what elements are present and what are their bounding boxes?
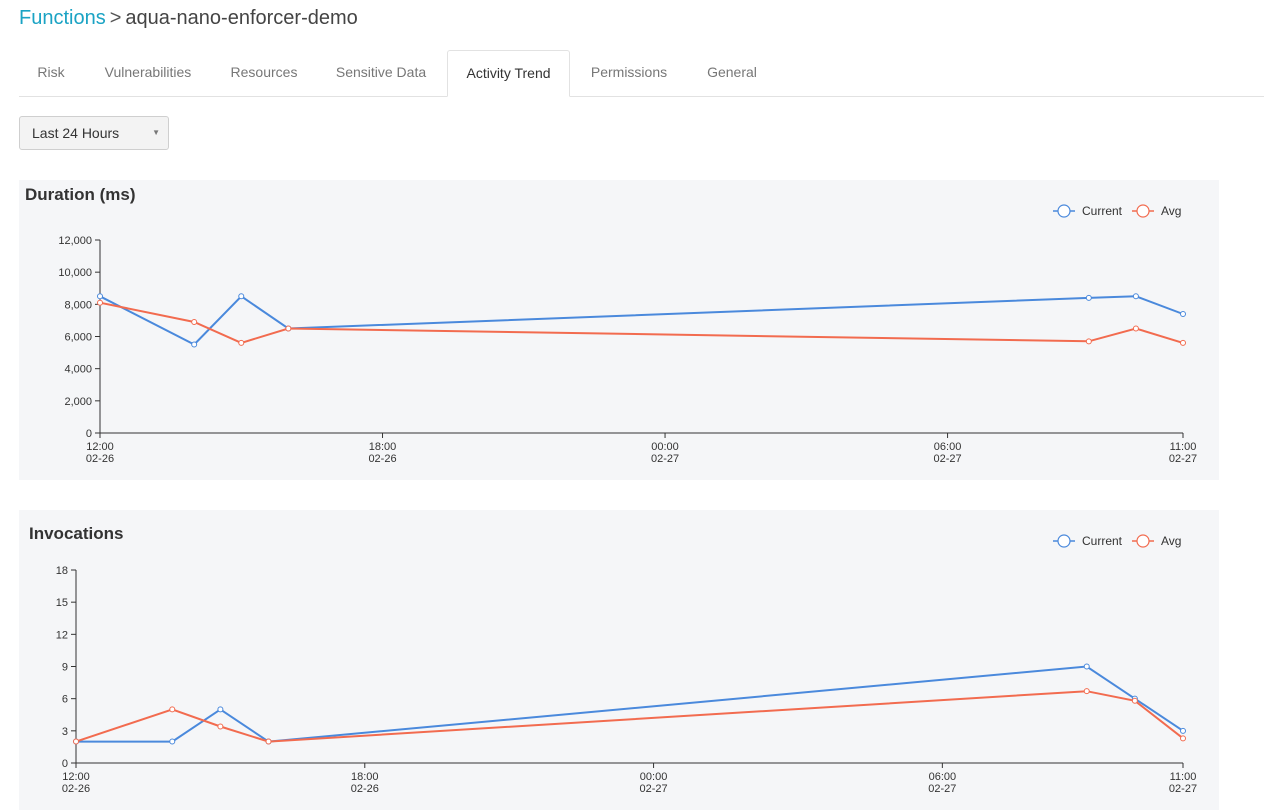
invocations-y-tick-label: 6 bbox=[62, 694, 68, 706]
invocations-series-current-point[interactable] bbox=[1180, 727, 1186, 734]
legend-marker bbox=[1136, 534, 1150, 548]
duration-y-tick-label: 2,000 bbox=[64, 396, 92, 408]
duration-x-tick-time: 00:00 bbox=[651, 441, 679, 453]
caret-down-icon: ▼ bbox=[152, 128, 160, 137]
invocations-y-tick-label: 9 bbox=[62, 662, 68, 674]
tab-sensitive-data[interactable]: Sensitive Data bbox=[335, 64, 427, 80]
duration-series-avg-line bbox=[99, 301, 1184, 344]
legend-label: Current bbox=[1082, 534, 1123, 548]
duration-x-tick-date: 02-27 bbox=[651, 453, 679, 465]
invocations-x-tick-time: 11:00 bbox=[1170, 771, 1197, 783]
invocations-x-tick-time: 18:00 bbox=[351, 771, 379, 783]
tab-vulnerabilities[interactable]: Vulnerabilities bbox=[104, 64, 192, 80]
duration-y-tick-label: 12,000 bbox=[58, 235, 92, 247]
duration-x-tick-time: 18:00 bbox=[369, 441, 397, 453]
legend-label: Current bbox=[1082, 204, 1123, 218]
duration-x-tick-date: 02-27 bbox=[933, 453, 961, 465]
invocations-x-tick-date: 02-26 bbox=[62, 783, 90, 795]
invocations-series-current-point[interactable] bbox=[217, 706, 224, 713]
duration-x-tick-time: 06:00 bbox=[934, 441, 962, 453]
duration-series-current-point[interactable] bbox=[191, 341, 198, 348]
invocations-chart-title: Invocations bbox=[29, 524, 124, 543]
invocations-x-tick-date: 02-27 bbox=[1169, 783, 1197, 795]
duration-series-current-point[interactable] bbox=[97, 293, 103, 300]
invocations-series-current-point[interactable] bbox=[169, 738, 176, 745]
invocations-x-tick-time: 06:00 bbox=[929, 771, 957, 783]
legend-marker bbox=[1057, 534, 1071, 548]
duration-chart-plot: 02,0004,0006,0008,00010,00012,00012:0002… bbox=[58, 204, 1197, 465]
duration-y-tick-label: 0 bbox=[86, 428, 92, 440]
duration-x-tick-date: 02-26 bbox=[368, 453, 396, 465]
invocations-x-tick-date: 02-26 bbox=[351, 783, 379, 795]
duration-chart-title: Duration (ms) bbox=[25, 185, 136, 204]
duration-series-current-point[interactable] bbox=[238, 293, 245, 300]
duration-series-avg-point[interactable] bbox=[97, 299, 103, 306]
duration-series-current-point[interactable] bbox=[1132, 293, 1139, 300]
legend-marker bbox=[1057, 204, 1071, 218]
invocations-y-tick-label: 12 bbox=[56, 629, 68, 641]
duration-series-avg-point[interactable] bbox=[1180, 339, 1186, 346]
invocations-series-avg-point[interactable] bbox=[217, 723, 224, 730]
invocations-y-tick-label: 3 bbox=[62, 726, 68, 738]
tab-resources[interactable]: Resources bbox=[230, 64, 298, 80]
chevron-right-icon: > bbox=[109, 7, 122, 29]
invocations-chart-plot: 036912151812:0002-2618:0002-2600:0002-27… bbox=[56, 534, 1197, 795]
invocations-series-avg-point[interactable] bbox=[73, 738, 79, 745]
time-range-value: Last 24 Hours bbox=[32, 125, 120, 141]
invocations-y-tick-label: 18 bbox=[56, 565, 68, 577]
legend-marker bbox=[1136, 204, 1150, 218]
invocations-chart: Invocations 0 3 6 9 12 15 18 12:00 02-26 18:00 02-… bbox=[19, 510, 1219, 810]
invocations-series-current-point[interactable] bbox=[1083, 663, 1090, 670]
duration-y-tick-label: 4,000 bbox=[64, 364, 92, 376]
invocations-x-tick-date: 02-27 bbox=[928, 783, 956, 795]
tab-permissions[interactable]: Permissions bbox=[590, 64, 668, 80]
duration-chart: Duration (ms) 0 2,000 4,000 6,000 8,000 10,00… bbox=[19, 180, 1219, 480]
duration-series-avg-point[interactable] bbox=[238, 339, 245, 346]
legend-item-current[interactable]: Current bbox=[1053, 534, 1123, 548]
duration-series-current-point[interactable] bbox=[1180, 310, 1186, 317]
duration-series-avg-point[interactable] bbox=[285, 325, 292, 332]
legend-item-avg[interactable]: Avg bbox=[1132, 204, 1181, 218]
breadcrumb-functions-link[interactable]: Functions bbox=[19, 7, 106, 29]
invocations-series-avg-point[interactable] bbox=[1083, 688, 1090, 695]
tab-risk[interactable]: Risk bbox=[37, 64, 65, 80]
invocations-series-avg-line bbox=[75, 690, 1184, 743]
invocations-series-avg-point[interactable] bbox=[265, 738, 272, 745]
page-title: aqua-nano-enforcer-demo bbox=[125, 7, 358, 29]
duration-series-current-point[interactable] bbox=[1085, 294, 1092, 301]
duration-series-avg-point[interactable] bbox=[191, 319, 198, 326]
invocations-series-avg-point[interactable] bbox=[1180, 735, 1186, 742]
duration-x-tick-time: 11:00 bbox=[1170, 441, 1197, 453]
invocations-series-avg-point[interactable] bbox=[1131, 697, 1138, 704]
invocations-y-tick-label: 0 bbox=[62, 758, 68, 770]
time-range-select[interactable]: Last 24 Hours ▼ bbox=[19, 116, 169, 150]
legend-item-current[interactable]: Current bbox=[1053, 204, 1123, 218]
duration-y-tick-label: 10,000 bbox=[58, 267, 92, 279]
breadcrumb: Functions > aqua-nano-enforcer-demo bbox=[19, 6, 358, 30]
invocations-x-tick-date: 02-27 bbox=[639, 783, 667, 795]
legend-label: Avg bbox=[1161, 534, 1181, 548]
legend-label: Avg bbox=[1161, 204, 1181, 218]
invocations-x-tick-time: 12:00 bbox=[62, 771, 90, 783]
tab-general[interactable]: General bbox=[707, 64, 757, 80]
duration-series-avg-point[interactable] bbox=[1085, 338, 1092, 345]
invocations-series-current-line bbox=[76, 665, 1184, 743]
invocations-series-avg-point[interactable] bbox=[169, 706, 176, 713]
duration-x-tick-time: 12:00 bbox=[86, 441, 114, 453]
duration-x-tick-date: 02-26 bbox=[86, 453, 114, 465]
duration-series-avg-point[interactable] bbox=[1132, 325, 1139, 332]
legend-item-avg[interactable]: Avg bbox=[1132, 534, 1181, 548]
duration-y-tick-label: 6,000 bbox=[64, 332, 92, 344]
tab-activity-trend[interactable]: Activity Trend bbox=[447, 50, 570, 97]
tab-bar: Risk Vulnerabilities Resources Sensitive… bbox=[19, 50, 1264, 97]
duration-x-tick-date: 02-27 bbox=[1169, 453, 1197, 465]
duration-y-tick-label: 8,000 bbox=[64, 299, 92, 311]
invocations-x-tick-time: 00:00 bbox=[640, 771, 668, 783]
invocations-y-tick-label: 15 bbox=[56, 597, 68, 609]
